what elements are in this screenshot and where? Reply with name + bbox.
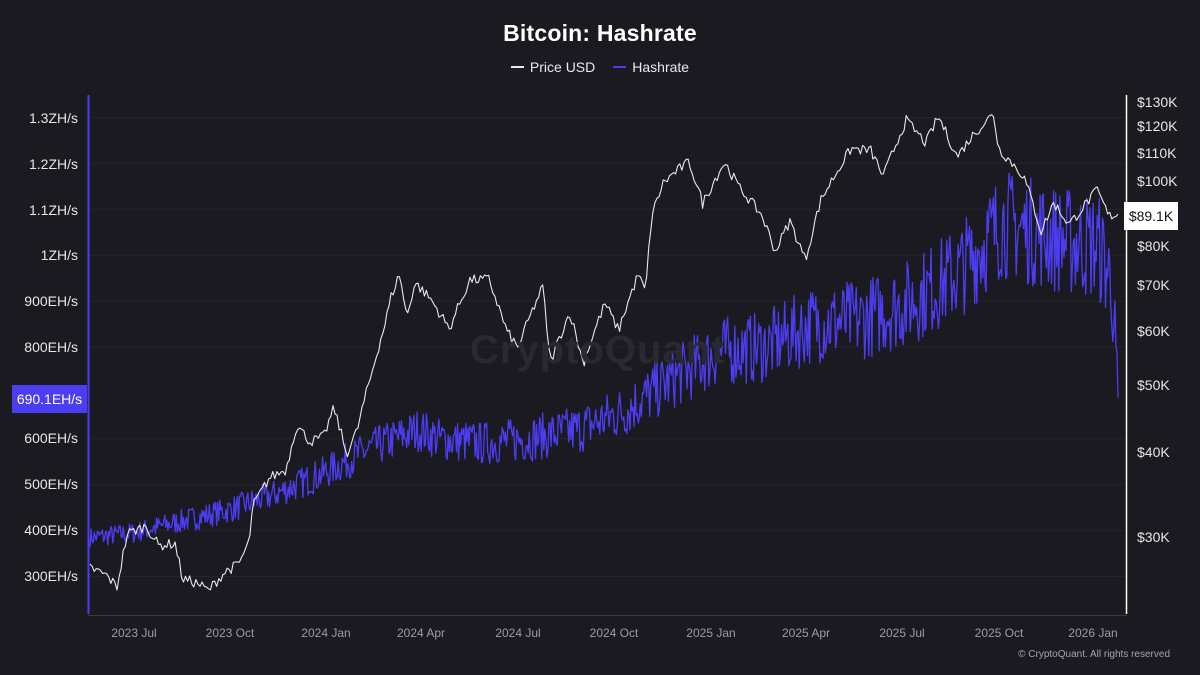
y-right-tick-label: $120K — [1137, 118, 1178, 134]
grid-lines — [90, 117, 1125, 577]
y-right-tick-label: $40K — [1137, 444, 1170, 460]
price-series — [89, 114, 1119, 591]
y-right-tick-label: $30K — [1137, 529, 1170, 545]
y-left-tick-label: 600EH/s — [24, 430, 78, 446]
legend-item-price[interactable]: Price USD — [510, 59, 596, 75]
x-tick-label: 2024 Oct — [589, 626, 639, 640]
y-right-tick-label: $60K — [1137, 323, 1170, 339]
legend-swatch-price — [510, 66, 524, 68]
x-tick-label: 2025 Apr — [781, 626, 831, 640]
x-tick-label: 2026 Jan — [1068, 626, 1118, 640]
x-tick-label: 2023 Jul — [111, 626, 157, 640]
y-left-tick-label: 400EH/s — [24, 522, 78, 538]
legend-item-hashrate[interactable]: Hashrate — [613, 59, 689, 75]
x-tick-label: 2024 Jul — [495, 626, 541, 640]
x-tick-label: 2024 Jan — [301, 626, 351, 640]
hashrate-line — [89, 172, 1119, 548]
legend-swatch-hashrate — [613, 66, 627, 68]
current-price-badge: $89.1K — [1124, 202, 1178, 230]
y-left-tick-label: 500EH/s — [24, 476, 78, 492]
watermark: CryptoQuant — [470, 328, 726, 372]
y-right-tick-label: $110K — [1137, 145, 1177, 161]
y-left-tick-label: 900EH/s — [24, 293, 78, 309]
x-tick-label: 2025 Jul — [879, 626, 925, 640]
y-right-tick-label: $130K — [1137, 94, 1178, 110]
y-left-tick-label: 1.1ZH/s — [28, 202, 78, 218]
price-line — [89, 114, 1119, 591]
x-tick-label: 2025 Oct — [974, 626, 1024, 640]
y-left-tick-label: 1ZH/s — [40, 247, 78, 263]
y-right-tick-label: $70K — [1137, 277, 1170, 293]
current-hashrate-badge: 690.1EH/s — [12, 385, 87, 413]
legend-label-price: Price USD — [529, 59, 596, 75]
y-left-tick-label: 1.2ZH/s — [28, 156, 78, 172]
y-left-tick-label: 800EH/s — [24, 339, 78, 355]
y-left-tick-label: 1.3ZH/s — [28, 110, 78, 126]
hashrate-series — [89, 172, 1119, 548]
x-tick-label: 2024 Apr — [396, 626, 446, 640]
y-left-tick-label: 300EH/s — [24, 568, 78, 584]
copyright-text: © CryptoQuant. All rights reserved — [1018, 649, 1170, 660]
y-right-tick-label: $100K — [1137, 173, 1178, 189]
x-tick-label: 2023 Oct — [205, 626, 255, 640]
legend-label-hashrate: Hashrate — [632, 59, 690, 75]
y-right-tick-label: $80K — [1137, 238, 1170, 254]
x-tick-label: 2025 Jan — [686, 626, 736, 640]
legend: Price USD Hashrate — [0, 59, 1200, 75]
y-right-tick-label: $50K — [1137, 377, 1170, 393]
chart-title: Bitcoin: Hashrate — [503, 20, 697, 46]
